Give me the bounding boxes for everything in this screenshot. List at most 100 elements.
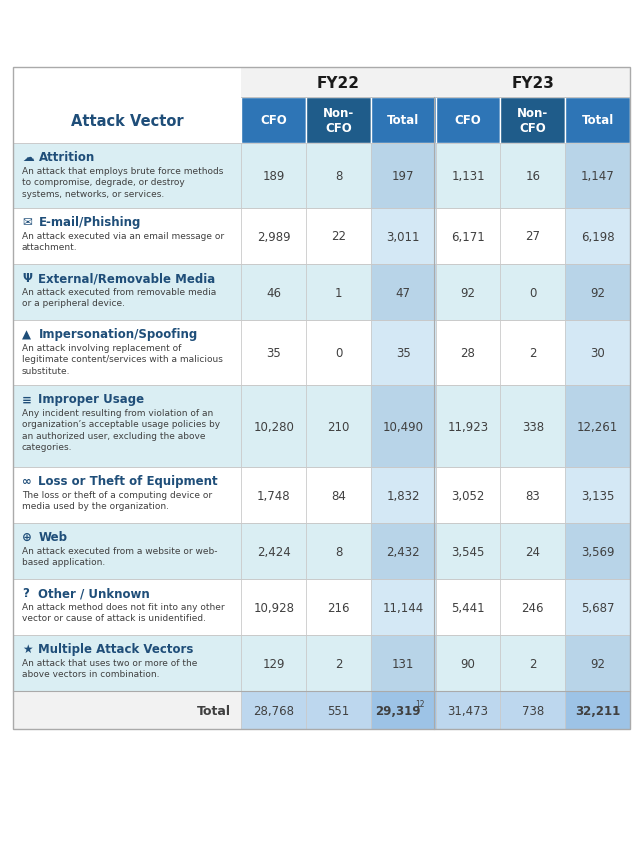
Text: 2: 2 [335,657,342,669]
FancyBboxPatch shape [565,523,630,579]
Text: organization’s acceptable usage policies by: organization’s acceptable usage policies… [22,419,220,429]
FancyBboxPatch shape [241,321,306,386]
Text: 1,832: 1,832 [386,489,420,502]
FancyBboxPatch shape [565,321,630,386]
Text: ▲: ▲ [22,327,31,341]
Text: 92: 92 [590,657,605,669]
FancyBboxPatch shape [13,691,241,729]
Text: 3,052: 3,052 [451,489,485,502]
FancyBboxPatch shape [565,691,630,729]
FancyBboxPatch shape [13,579,241,636]
FancyBboxPatch shape [436,579,500,636]
Text: CFO: CFO [260,115,287,127]
Text: 551: 551 [327,704,350,717]
Text: 2,424: 2,424 [257,545,291,558]
Text: 3,135: 3,135 [581,489,614,502]
FancyBboxPatch shape [306,386,371,468]
Text: 1: 1 [335,286,342,299]
Text: 189: 189 [262,170,285,183]
Text: 35: 35 [396,347,411,360]
Text: 27: 27 [525,230,540,243]
FancyBboxPatch shape [13,68,630,98]
Text: Attack Vector: Attack Vector [71,113,183,128]
Text: 0: 0 [529,286,536,299]
Text: 11,144: 11,144 [383,601,424,614]
Text: 3,011: 3,011 [386,230,420,243]
FancyBboxPatch shape [371,523,436,579]
Text: 338: 338 [521,420,544,433]
Text: 246: 246 [521,601,544,614]
Text: Loss or Theft of Equipment: Loss or Theft of Equipment [39,474,218,488]
Text: 28,768: 28,768 [253,704,294,717]
FancyBboxPatch shape [13,386,241,468]
Text: 84: 84 [331,489,346,502]
FancyBboxPatch shape [13,523,241,579]
FancyBboxPatch shape [436,143,500,208]
FancyBboxPatch shape [306,468,371,523]
FancyBboxPatch shape [371,691,436,729]
Text: 31,473: 31,473 [448,704,489,717]
FancyBboxPatch shape [306,523,371,579]
FancyBboxPatch shape [241,143,306,208]
FancyBboxPatch shape [565,636,630,691]
Text: 90: 90 [460,657,475,669]
Text: CFO: CFO [455,115,482,127]
FancyBboxPatch shape [371,208,436,265]
Text: 6,198: 6,198 [581,230,615,243]
Text: Web: Web [39,531,68,544]
Text: legitimate content/services with a malicious: legitimate content/services with a malic… [22,354,223,364]
Text: E-mail/Phishing: E-mail/Phishing [39,216,141,229]
Text: Total: Total [197,704,231,717]
FancyBboxPatch shape [500,208,565,265]
Text: Non-
CFO: Non- CFO [323,107,354,135]
Text: 83: 83 [525,489,540,502]
FancyBboxPatch shape [500,386,565,468]
FancyBboxPatch shape [436,321,500,386]
Text: Ψ: Ψ [22,272,32,285]
Text: 2: 2 [529,657,536,669]
Text: ∞: ∞ [22,474,32,488]
Text: 10,490: 10,490 [383,420,424,433]
Text: 1,748: 1,748 [257,489,291,502]
FancyBboxPatch shape [565,386,630,468]
FancyBboxPatch shape [436,98,500,143]
FancyBboxPatch shape [13,208,241,265]
Text: FY23: FY23 [511,75,554,90]
Text: 46: 46 [266,286,281,299]
FancyBboxPatch shape [306,636,371,691]
Text: 22: 22 [331,230,346,243]
FancyBboxPatch shape [241,636,306,691]
FancyBboxPatch shape [241,579,306,636]
FancyBboxPatch shape [13,468,241,523]
FancyBboxPatch shape [241,468,306,523]
Text: ☁: ☁ [22,151,33,164]
Text: External/Removable Media: External/Removable Media [39,272,216,285]
FancyBboxPatch shape [436,208,500,265]
Text: Total: Total [581,115,613,127]
Text: 6,171: 6,171 [451,230,485,243]
Text: An attack executed from removable media: An attack executed from removable media [22,287,216,296]
Text: An attack that uses two or more of the: An attack that uses two or more of the [22,658,197,667]
FancyBboxPatch shape [565,143,630,208]
Text: 11,923: 11,923 [448,420,489,433]
FancyBboxPatch shape [436,691,500,729]
Text: or a peripheral device.: or a peripheral device. [22,299,125,308]
FancyBboxPatch shape [371,636,436,691]
Text: substitute.: substitute. [22,366,71,376]
FancyBboxPatch shape [13,321,241,386]
Text: An attack involving replacement of: An attack involving replacement of [22,344,181,352]
FancyBboxPatch shape [306,321,371,386]
Text: 738: 738 [521,704,544,717]
Text: media used by the organization.: media used by the organization. [22,501,169,511]
Text: Other / Unknown: Other / Unknown [39,587,150,599]
FancyBboxPatch shape [500,691,565,729]
Text: categories.: categories. [22,442,73,452]
FancyBboxPatch shape [241,691,306,729]
Text: 47: 47 [395,286,411,299]
FancyBboxPatch shape [306,208,371,265]
FancyBboxPatch shape [13,636,241,691]
Text: Any incident resulting from violation of an: Any incident resulting from violation of… [22,408,213,417]
Text: 28: 28 [460,347,475,360]
FancyBboxPatch shape [371,143,436,208]
Text: The loss or theft of a computing device or: The loss or theft of a computing device … [22,490,212,499]
